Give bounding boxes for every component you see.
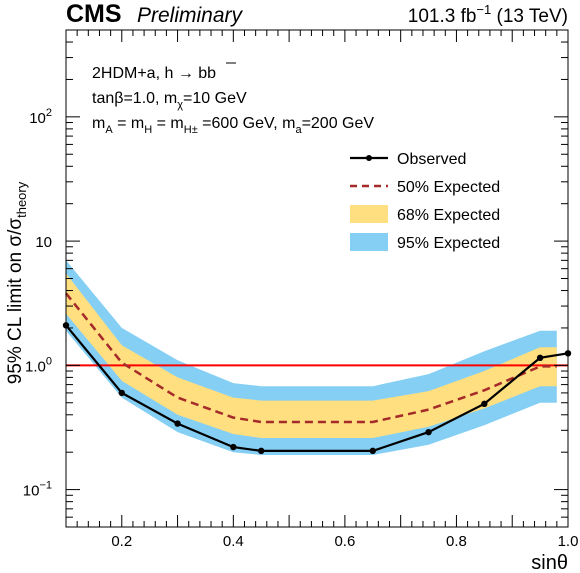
observed-point <box>425 428 432 436</box>
y-tick-label: 10−1 <box>23 480 52 500</box>
observed-point <box>536 354 544 362</box>
x-tick-label: 0.4 <box>223 533 244 550</box>
x-axis-ticks: 0.2 0.4 0.6 0.8 1.0 <box>65 30 579 550</box>
legend-label: 95% Expected <box>397 235 500 252</box>
bands-layer <box>66 260 557 455</box>
legend-entry: Observed <box>350 151 466 168</box>
observed-point <box>230 443 237 451</box>
observed-point <box>118 389 125 397</box>
observed-point <box>369 447 376 455</box>
y-axis-title: 95% CL limit on σ/σtheory <box>5 181 29 384</box>
y-tick-label: 1.00 <box>25 355 52 375</box>
legend-label: 68% Expected <box>397 207 500 224</box>
legend-entry: 50% Expected <box>350 179 500 196</box>
y-tick-label: 102 <box>29 107 52 127</box>
y-axis-ticks: 102 10 1.00 10−1 <box>23 29 568 528</box>
x-tick-label: 0.2 <box>111 533 132 550</box>
annotation-model: 2HDM+a, h → bb <box>92 65 216 82</box>
y-tick-label: 10 <box>35 234 52 251</box>
x-tick-label: 1.0 <box>558 533 579 550</box>
annotation-params: tanβ=1.0, mχ=10 GeV <box>92 90 247 111</box>
band-68-expected <box>66 273 557 438</box>
x-tick-label: 0.6 <box>334 533 355 550</box>
legend-band-swatch <box>350 233 388 251</box>
energy-label: (13 TeV) <box>491 6 568 27</box>
legend-observed-marker <box>366 155 372 161</box>
annotation-masses: mA = mH = mH± =600 GeV, ma=200 GeV <box>92 115 374 136</box>
luminosity-label: 101.3 fb−1 (13 TeV) <box>408 2 568 27</box>
legend-entry: 68% Expected <box>350 205 500 224</box>
luminosity-value: 101.3 fb <box>408 6 477 27</box>
lines-layer <box>62 292 572 455</box>
experiment-label: CMS <box>66 0 122 28</box>
legend: Observed 50% Expected 68% Expected 95% Expe… <box>350 151 500 252</box>
legend-entry: 95% Expected <box>350 233 500 252</box>
x-tick-label: 0.8 <box>446 533 467 550</box>
observed-point <box>174 420 181 427</box>
luminosity-exponent: −1 <box>476 2 491 17</box>
legend-label: Observed <box>397 151 466 168</box>
legend-label: 50% Expected <box>397 179 500 196</box>
observed-line <box>65 324 569 452</box>
legend-band-swatch <box>350 205 388 223</box>
observed-point <box>258 447 265 455</box>
expected-line <box>65 292 557 424</box>
status-label: Preliminary <box>137 4 244 27</box>
observed-point <box>481 400 488 408</box>
x-axis-title: sinθ <box>531 552 568 573</box>
